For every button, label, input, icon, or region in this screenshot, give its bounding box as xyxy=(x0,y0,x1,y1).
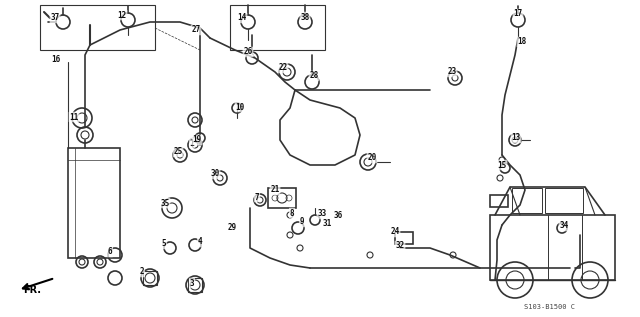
Text: 36: 36 xyxy=(333,211,342,221)
Text: 8: 8 xyxy=(290,209,294,217)
Text: 24: 24 xyxy=(390,228,399,236)
Text: 33: 33 xyxy=(317,210,326,218)
Text: 21: 21 xyxy=(270,185,280,195)
Text: 23: 23 xyxy=(447,68,456,76)
Bar xyxy=(545,188,583,213)
Text: 34: 34 xyxy=(559,222,568,230)
Text: FR.: FR. xyxy=(23,285,41,295)
Text: 1: 1 xyxy=(189,139,195,147)
Text: 7: 7 xyxy=(255,192,259,202)
Bar xyxy=(230,5,325,50)
Bar xyxy=(490,215,615,280)
Bar xyxy=(268,188,296,208)
Text: 26: 26 xyxy=(243,48,253,56)
Text: 27: 27 xyxy=(191,25,200,35)
Text: 11: 11 xyxy=(69,113,79,121)
Text: 17: 17 xyxy=(513,10,523,18)
Text: 22: 22 xyxy=(278,63,287,73)
Text: 9: 9 xyxy=(300,217,304,227)
Bar xyxy=(512,188,542,213)
Bar xyxy=(490,195,508,207)
Text: 31: 31 xyxy=(323,218,332,228)
Text: 29: 29 xyxy=(227,223,237,232)
Text: 12: 12 xyxy=(117,10,127,20)
Text: 15: 15 xyxy=(497,160,507,170)
Text: 4: 4 xyxy=(198,237,202,247)
Bar xyxy=(395,232,413,244)
Text: 2: 2 xyxy=(140,268,144,276)
Bar xyxy=(40,5,155,50)
Text: 18: 18 xyxy=(517,37,527,47)
Bar xyxy=(68,148,120,258)
Text: 10: 10 xyxy=(236,102,244,112)
Text: 38: 38 xyxy=(300,12,310,22)
Text: 16: 16 xyxy=(51,55,61,64)
Text: 28: 28 xyxy=(309,72,319,81)
Text: S103-B1500 C: S103-B1500 C xyxy=(524,304,575,310)
Text: 32: 32 xyxy=(396,242,404,250)
Bar xyxy=(188,278,202,292)
Text: 37: 37 xyxy=(51,14,60,23)
Text: 30: 30 xyxy=(211,170,220,178)
Text: 19: 19 xyxy=(193,135,202,145)
Text: 13: 13 xyxy=(511,133,520,143)
Text: 5: 5 xyxy=(162,240,166,249)
Text: 14: 14 xyxy=(237,14,246,23)
Text: 3: 3 xyxy=(189,279,195,288)
Text: 6: 6 xyxy=(108,248,112,256)
Text: 25: 25 xyxy=(173,147,182,157)
Bar xyxy=(143,271,157,285)
Text: 20: 20 xyxy=(367,153,376,163)
Text: 35: 35 xyxy=(161,198,170,208)
